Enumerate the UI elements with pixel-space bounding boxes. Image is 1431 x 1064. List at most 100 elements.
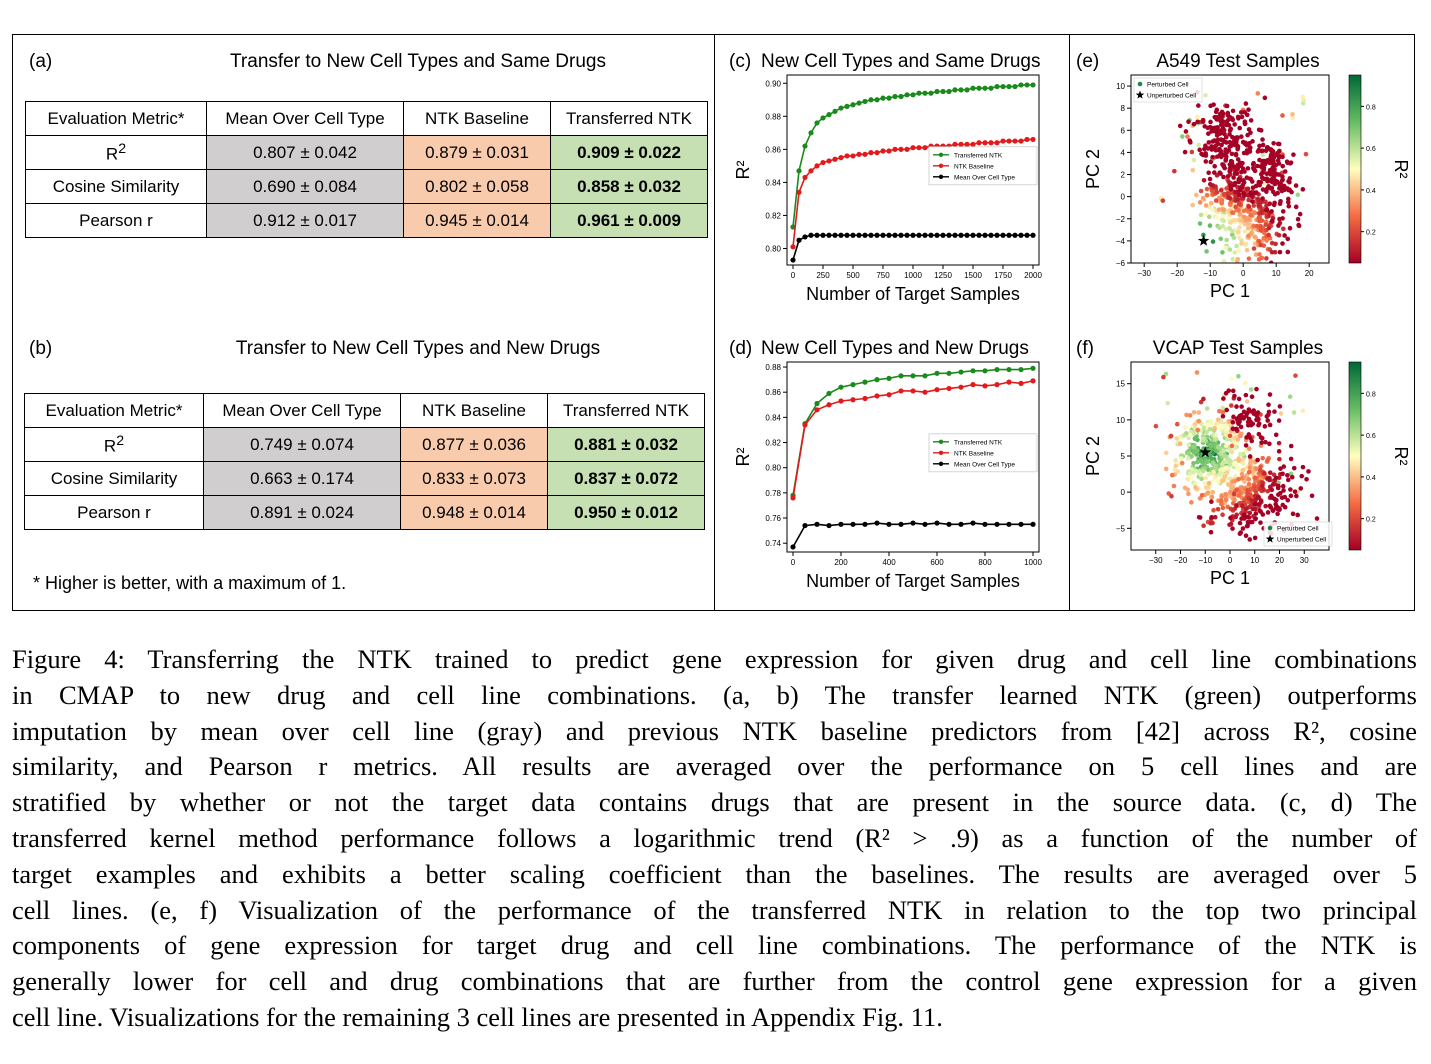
scatter-point [1266,402,1271,407]
baseline-cell: 0.877 ± 0.036 [400,427,548,462]
scatter-point [1163,466,1169,472]
scatter-point [1153,423,1159,429]
y-tick-label: 0.88 [765,112,781,121]
scatter-point [1276,484,1281,489]
scatter-point [1229,443,1235,449]
scatter-point [1304,476,1309,482]
data-point [838,521,844,527]
data-point [874,97,880,103]
scatter-point [1288,456,1294,462]
scatter-point [1210,154,1215,160]
scatter-point [1280,483,1286,489]
y-tick-label: 0.82 [765,211,781,220]
scatter-point [1182,149,1188,155]
data-point [910,145,916,151]
legend-marker [938,163,944,168]
scatter-point [1233,135,1239,140]
scatter-point [1196,142,1201,148]
scatter-point [1258,128,1264,133]
metric-cell: Pearson r [24,495,204,530]
scatter-point [1233,204,1238,210]
scatter-point [1227,144,1233,149]
scatter-point [1260,142,1266,148]
caption-line: generally lower for cell and drug combin… [12,966,1417,997]
scatter-point [1254,413,1260,419]
transferred-cell: 0.881 ± 0.032 [547,427,705,462]
panel-d-label: (d) [729,338,753,359]
scatter-point [1256,421,1262,426]
scatter-point [1236,492,1242,498]
y-tick-label: 6 [1121,126,1126,135]
scatter-point [1240,467,1246,473]
y-tick-label: 10 [1116,416,1125,425]
scatter-point [1204,429,1210,435]
scatter-point [1267,470,1273,475]
transferred-cell: 0.858 ± 0.032 [550,169,708,204]
scatter-point [1201,232,1206,238]
colorbar-label: R² [1391,447,1411,466]
scatter-point [1257,143,1262,149]
header-metric: Evaluation Metric* [25,101,207,136]
chart-f: −30 −20 −10 0 10 20 30 −5 0 5 10 15 PC 1 PC 2 Perturbe… [1083,361,1411,588]
scatter-point [1275,511,1280,517]
scatter-point [1256,197,1261,203]
scatter-point [1211,102,1216,107]
x-tick-label: 750 [876,271,890,280]
data-point [928,90,934,96]
data-point [898,232,904,238]
scatter-point [1174,436,1180,441]
data-point [1006,521,1012,527]
legend-label: Transferred NTK [954,152,1003,159]
scatter-point [1212,426,1217,432]
scatter-point [1246,127,1252,132]
caption-line: transferred kernel method performance fo… [12,822,1417,853]
data-point [934,88,940,95]
scatter-point [1194,370,1200,375]
panel-a-title: Transfer to New Cell Types and Same Drug… [230,51,606,72]
data-point [994,83,1000,90]
legend-star [1265,534,1275,543]
scatter-point [1276,449,1282,454]
scatter-point [1281,488,1286,493]
data-point [934,387,940,393]
scatter-point [1287,176,1293,181]
scatter-point [1232,122,1237,127]
scatter-point [1236,373,1241,379]
scatter-point [1210,145,1216,151]
scatter-point [1227,132,1232,137]
data-point [946,232,952,238]
data-point [958,232,964,238]
y-tick-label: 0.86 [765,388,781,397]
scatter-point [1260,267,1265,272]
data-point [952,87,958,93]
scatter-point [1277,506,1282,512]
scatter-point [1288,487,1293,492]
data-point [1012,138,1018,144]
scatter-point [1239,184,1245,190]
data-point [874,377,880,383]
scatter-point [1258,520,1263,525]
scatter-point [1250,199,1255,204]
scatter-point [1173,463,1179,468]
scatter-point [1236,396,1242,402]
scatter-point [1241,214,1247,220]
scatter-point [1289,474,1295,480]
scatter-point [1273,241,1278,247]
scatter-point [1278,198,1283,204]
scatter-point [1204,193,1210,198]
data-point [934,370,940,376]
data-point [982,521,988,527]
scatter-point [1244,399,1250,404]
scatter-point [1306,469,1311,474]
scatter-point [1186,491,1191,497]
metric-cell: Cosine Similarity [25,169,207,204]
scatter-point [1205,485,1211,490]
data-point [850,102,856,108]
scatter-point [1245,225,1251,231]
x-axis-label: PC 1 [1210,281,1250,301]
scatter-point [1244,150,1250,156]
scatter-point [1269,487,1275,493]
data-point [1018,232,1024,238]
data-point [934,520,940,526]
scatter-point [1241,191,1247,197]
